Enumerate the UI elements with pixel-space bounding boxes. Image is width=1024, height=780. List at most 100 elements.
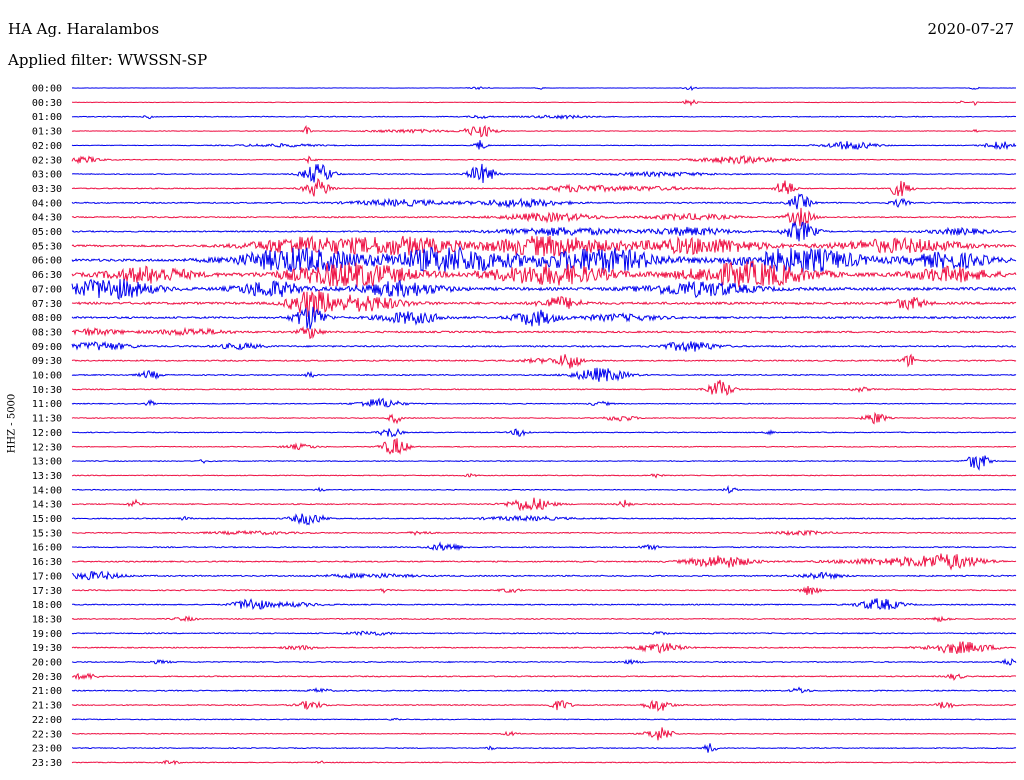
- row-time-label: 15:30: [32, 528, 62, 539]
- trace-1100: [71, 397, 1017, 408]
- trace-2130: [71, 699, 1016, 712]
- station-title: HA Ag. Haralambos: [8, 20, 160, 38]
- trace-0430: [71, 207, 1017, 227]
- row-time-label: 00:00: [32, 84, 62, 95]
- row-time-label: 02:30: [32, 155, 62, 166]
- trace-1300: [71, 455, 1017, 471]
- row-time-label: 23:30: [32, 758, 62, 769]
- trace-1830: [71, 615, 1016, 623]
- row-time-label: 21:30: [32, 701, 62, 712]
- trace-0330: [71, 177, 1017, 197]
- record-date: 2020-07-27: [927, 20, 1014, 38]
- trace-2200: [71, 717, 1017, 721]
- trace-0630: [71, 259, 1017, 288]
- trace-0900: [71, 340, 1017, 352]
- trace-0200: [71, 140, 1017, 151]
- row-time-label: 14:00: [32, 485, 62, 496]
- trace-0000: [71, 85, 1016, 92]
- row-time-label: 07:00: [32, 284, 62, 295]
- row-time-label: 23:00: [32, 744, 62, 755]
- row-time-label: 03:30: [32, 184, 62, 195]
- trace-1400: [71, 484, 1017, 494]
- trace-0400: [71, 193, 1017, 210]
- trace-1000: [71, 367, 1017, 382]
- trace-0300: [72, 163, 1017, 184]
- trace-1900: [71, 630, 1017, 637]
- trace-0130: [71, 124, 1017, 138]
- trace-0930: [71, 353, 1017, 369]
- row-time-label: 11:00: [32, 399, 62, 410]
- row-time-label: 07:30: [32, 299, 62, 310]
- row-time-label: 17:30: [32, 586, 62, 597]
- row-time-label: 04:00: [32, 198, 62, 209]
- trace-0530: [71, 235, 1017, 257]
- trace-1700: [71, 570, 1017, 581]
- row-time-label: 16:30: [32, 557, 62, 568]
- row-time-label: 08:30: [32, 327, 62, 338]
- trace-2230: [71, 727, 1017, 741]
- row-time-label: 18:00: [32, 600, 62, 611]
- row-time-label: 19:30: [32, 643, 62, 654]
- trace-0730: [71, 290, 1017, 317]
- trace-2300: [71, 743, 1017, 753]
- trace-0600: [71, 245, 1017, 274]
- row-time-label: 12:00: [32, 428, 62, 439]
- row-time-label: 02:00: [32, 141, 62, 152]
- trace-0700: [71, 278, 1017, 301]
- row-time-label: 09:30: [32, 356, 62, 367]
- row-time-label: 16:00: [32, 543, 62, 554]
- row-time-label: 05:00: [32, 227, 62, 238]
- trace-1530: [71, 529, 1017, 537]
- row-time-label: 06:30: [32, 270, 62, 281]
- trace-1600: [72, 541, 1017, 552]
- row-time-label: 19:00: [32, 629, 62, 640]
- row-time-label: 03:00: [32, 170, 62, 181]
- row-time-label: 09:00: [32, 342, 62, 353]
- row-time-label: 10:00: [32, 371, 62, 382]
- filter-label: Applied filter: WWSSN-SP: [8, 51, 208, 69]
- trace-1200: [72, 428, 1017, 438]
- trace-1230: [71, 438, 1017, 455]
- trace-0500: [71, 221, 1017, 242]
- trace-0100: [71, 114, 1017, 120]
- row-time-label: 06:00: [32, 256, 62, 267]
- trace-2030: [71, 672, 1017, 681]
- trace-1930: [71, 641, 1017, 654]
- row-time-label: 11:30: [32, 414, 62, 425]
- row-time-label: 15:00: [32, 514, 62, 525]
- row-time-label: 18:30: [32, 614, 62, 625]
- row-time-label: 00:30: [32, 98, 62, 109]
- trace-1500: [71, 513, 1017, 526]
- trace-0230: [71, 155, 1017, 166]
- row-time-label: 10:30: [32, 385, 62, 396]
- row-time-label: 20:00: [32, 658, 62, 669]
- row-time-label: 01:30: [32, 127, 62, 138]
- trace-1800: [71, 598, 1017, 611]
- trace-2100: [71, 686, 1017, 694]
- row-time-label: 01:00: [32, 112, 62, 123]
- row-time-label: 05:30: [32, 241, 62, 252]
- row-time-label: 17:00: [32, 571, 62, 582]
- trace-2330: [71, 759, 1016, 766]
- trace-0030: [72, 98, 1016, 107]
- row-time-label: 22:00: [32, 715, 62, 726]
- trace-1430: [71, 497, 1017, 512]
- row-time-label: 14:30: [32, 500, 62, 511]
- row-time-label: 20:30: [32, 672, 62, 683]
- row-time-label: 21:00: [32, 686, 62, 697]
- row-time-label: 04:30: [32, 213, 62, 224]
- trace-0800: [71, 306, 1017, 330]
- trace-1730: [71, 586, 1017, 596]
- row-time-label: 08:00: [32, 313, 62, 324]
- row-time-label: 13:00: [32, 457, 62, 468]
- trace-1130: [71, 411, 1017, 425]
- trace-1630: [71, 553, 1017, 571]
- trace-1330: [71, 472, 1017, 479]
- trace-0830: [71, 325, 1017, 340]
- row-time-label: 13:30: [32, 471, 62, 482]
- row-time-label: 12:30: [32, 442, 62, 453]
- row-time-label: 22:30: [32, 729, 62, 740]
- trace-1030: [71, 379, 1017, 396]
- trace-2000: [71, 657, 1017, 666]
